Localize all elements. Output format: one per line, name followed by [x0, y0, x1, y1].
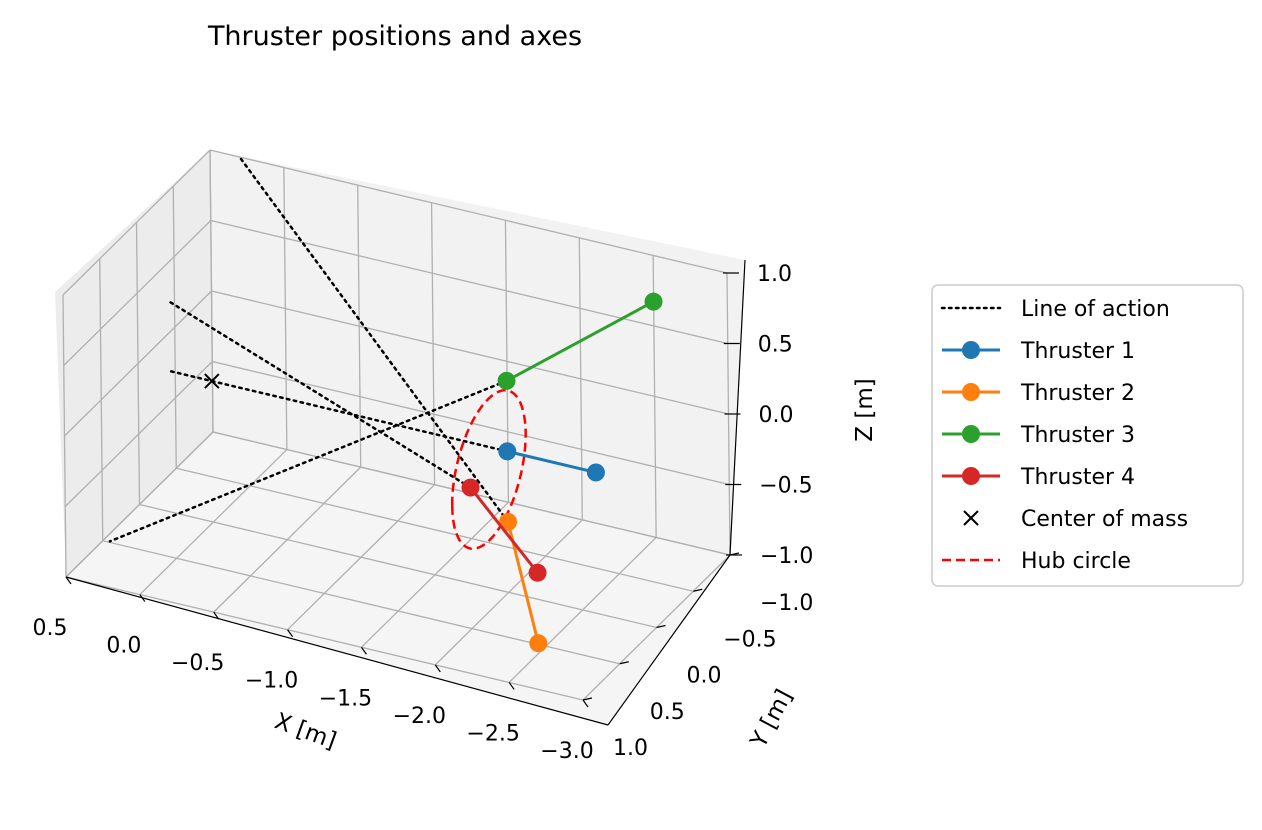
legend-swatch-marker — [962, 341, 980, 359]
legend-label: Line of action — [1021, 297, 1170, 322]
legend-entry: Center of mass — [963, 507, 1188, 532]
z-axis-line — [729, 259, 746, 556]
thruster-point — [528, 563, 547, 582]
legend-entry: Thruster 1 — [942, 339, 1135, 364]
x-axis-line — [65, 576, 609, 726]
z-tick-label: −1.0 — [760, 544, 813, 569]
line-of-action — [165, 298, 472, 489]
grid-z-side — [65, 431, 214, 578]
axis-lines — [65, 259, 746, 726]
grid-z-back — [209, 149, 728, 274]
grid-z-side — [62, 149, 211, 296]
legend-entry: Thruster 2 — [942, 381, 1135, 406]
x-tick — [360, 646, 367, 655]
grid-z-side — [64, 290, 212, 437]
legend-entry: Thruster 4 — [942, 465, 1135, 490]
x-tick-label: −3.0 — [540, 739, 593, 764]
y-tick — [619, 661, 629, 665]
z-axis-label: Z [m] — [852, 378, 878, 441]
legend-label: Hub circle — [1021, 549, 1131, 574]
x-tick-label: −2.5 — [466, 721, 519, 746]
line-of-action — [238, 155, 510, 524]
grid-z-back — [211, 290, 729, 415]
legend-label: Thruster 3 — [1020, 423, 1135, 448]
legend-swatch-marker — [962, 467, 980, 485]
legend-swatch-x — [963, 510, 979, 526]
center-of-mass-stroke — [204, 373, 220, 389]
y-tick — [656, 624, 666, 629]
x-tick-label: 0.0 — [106, 634, 141, 659]
legend-label: Thruster 4 — [1020, 465, 1135, 490]
x-tick — [65, 576, 72, 585]
chart-title: Thruster positions and axes — [207, 21, 582, 52]
thruster-point — [499, 512, 518, 531]
thruster-point — [529, 634, 548, 653]
grid-z-back — [210, 219, 728, 345]
axes-panes — [55, 150, 745, 725]
hub-circle — [450, 389, 527, 550]
thruster-point — [644, 292, 663, 311]
legend-frame — [931, 284, 1244, 587]
legend-label: Thruster 2 — [1020, 381, 1135, 406]
legend-label: Thruster 1 — [1020, 339, 1135, 364]
line-of-action — [108, 379, 508, 543]
thruster-line — [469, 486, 539, 574]
z-tick-label: 0.5 — [758, 333, 793, 358]
grid-z-side — [64, 361, 213, 507]
legend-entry: Thruster 3 — [942, 423, 1135, 448]
z-tick-label: −0.5 — [759, 474, 812, 499]
thruster-line — [505, 300, 655, 383]
x-tick-label: −1.0 — [245, 669, 298, 694]
x-tick-label: −0.5 — [171, 651, 224, 676]
thruster-point — [498, 442, 517, 461]
legend-entry: Hub circle — [942, 549, 1131, 574]
legend: Line of action Thruster 1 Thruster 2 Thrust… — [931, 284, 1244, 587]
x-tick-label: −1.5 — [319, 686, 372, 711]
x-tick — [434, 664, 441, 673]
grid-y-floor — [65, 576, 584, 701]
y-axis-label: Y [m] — [745, 685, 797, 753]
x-tick — [508, 682, 515, 690]
y-tick-label: −0.5 — [723, 627, 776, 652]
back-pane — [210, 150, 745, 555]
legend-swatch-marker — [962, 383, 980, 401]
series-thruster-4 — [461, 478, 547, 582]
x-tick — [213, 611, 220, 620]
thruster-point — [586, 463, 605, 482]
x-tick — [582, 699, 589, 708]
z-tick-label: 1.0 — [757, 262, 792, 287]
y-tick-label: −1.0 — [760, 591, 813, 616]
y-tick-label: 0.0 — [687, 664, 722, 689]
legend-swatch-marker — [962, 425, 980, 443]
series-thruster-3 — [497, 292, 663, 390]
plot-data — [108, 155, 663, 653]
series-thruster-1 — [498, 442, 605, 482]
tick-marks: 0.50.0−0.5−1.0−1.5−2.0−2.5−3.0−1.0−0.50.… — [33, 262, 814, 764]
x-tick — [139, 594, 146, 602]
grid-z-side — [63, 220, 212, 366]
line-of-action — [166, 369, 509, 453]
y-tick-label: 0.5 — [650, 700, 685, 725]
grid-y-floor — [176, 467, 694, 592]
legend-label: Center of mass — [1021, 507, 1188, 532]
x-tick-label: −2.0 — [393, 704, 446, 729]
thruster-point — [497, 371, 516, 390]
x-tick-label: 0.5 — [33, 616, 68, 641]
y-tick — [693, 588, 703, 592]
thruster-line — [506, 449, 597, 474]
grid-y-floor — [139, 503, 657, 629]
floor-pane — [66, 432, 730, 725]
x-axis-label: X [m] — [271, 708, 339, 754]
z-tick-label: 0.0 — [759, 403, 794, 428]
x-tick — [287, 629, 294, 638]
y-tick-label: 1.0 — [613, 736, 648, 761]
y-tick — [582, 697, 593, 701]
y-axis-line — [607, 554, 731, 726]
center-of-mass-marker — [204, 373, 220, 389]
thruster-point — [461, 478, 480, 497]
legend-entry: Line of action — [940, 297, 1170, 322]
